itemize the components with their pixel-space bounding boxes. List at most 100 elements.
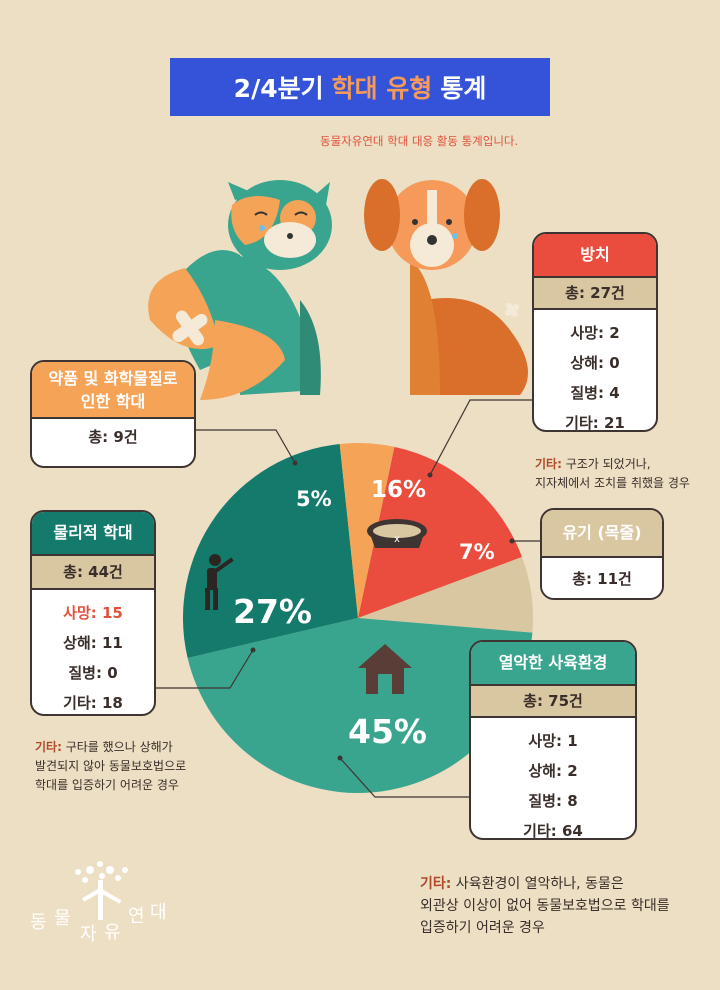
title-post: 통계 [440, 74, 487, 103]
row-value: 15 [101, 604, 123, 622]
row-value: 0 [107, 664, 118, 682]
row-disease: 질병4 [534, 378, 656, 408]
total-label: 총 [63, 563, 88, 581]
note-line3: 학대를 입증하기 어려운 경우 [35, 778, 179, 792]
row-label: 사망 [63, 604, 102, 622]
row-label: 기타 [523, 822, 562, 838]
pct-label-neglect: 16% [371, 477, 427, 503]
title-highlight: 학대 유형 [331, 74, 433, 103]
row-label: 사망 [570, 324, 609, 342]
row-label: 기타 [565, 414, 604, 430]
pie-slice-poor-env [187, 618, 533, 793]
total-value: 44건 [88, 563, 123, 581]
total-label: 총 [523, 692, 548, 710]
organization-logo: 동 물 자 유 연 대 [30, 850, 170, 950]
card-physical-total: 총44건 [32, 554, 154, 590]
row-other: 기타18 [32, 688, 154, 714]
row-label: 질병 [68, 664, 107, 682]
pie-slice-neglect [358, 446, 523, 618]
logo-char: 자 [80, 924, 97, 945]
dog-illustration [364, 179, 528, 395]
note-line1: 기타: 사육환경이 열악하나, 동물은 [420, 873, 670, 895]
card-poor-env-title: 열악한 사육환경 [471, 642, 635, 684]
person-hitting-icon [205, 554, 234, 610]
row-value: 18 [101, 694, 123, 712]
row-other: 기타21 [534, 408, 656, 432]
row-value: 8 [567, 792, 578, 810]
pie-slice-physical [183, 443, 358, 658]
row-death: 사망1 [471, 726, 635, 756]
card-physical-title: 물리적 학대 [32, 512, 154, 554]
note-line2: 지자체에서 조치를 취했을 경우 [535, 476, 690, 490]
pct-label-physical: 27% [233, 592, 312, 631]
row-value: 1 [567, 732, 578, 750]
row-death: 사망15 [32, 598, 154, 628]
note-line2: 외관상 이상이 없어 동물보호법으로 학대를 [420, 898, 670, 914]
card-poor-env-total: 총75건 [471, 684, 635, 718]
row-value: 4 [609, 384, 620, 402]
title-line1: 약품 및 화학물질로 [48, 369, 178, 388]
row-value: 2 [609, 324, 620, 342]
card-physical: 물리적 학대 총44건 사망15 상해11 질병0 기타18 [30, 510, 156, 716]
dog-bowl-icon: x [367, 519, 427, 548]
row-death: 사망2 [534, 318, 656, 348]
pct-label-chemical: 5% [296, 487, 332, 511]
svg-text:x: x [394, 534, 400, 545]
tree-icon [75, 861, 128, 920]
dog-house-icon [358, 644, 412, 694]
logo-char: 연 [128, 906, 145, 927]
note-key: 기타: [420, 876, 452, 892]
logo-char: 물 [54, 908, 71, 929]
note-line3: 입증하기 어려운 경우 [420, 920, 545, 936]
note-text: 사육환경이 열악하나, 동물은 [451, 876, 624, 892]
subtitle: 동물자유연대 학대 대응 활동 통계입니다. [320, 134, 519, 148]
total-value: 27건 [590, 284, 625, 302]
note-neglect: 기타: 구조가 되었거나, 지자체에서 조치를 취했을 경우 [535, 455, 690, 493]
logo-char: 대 [150, 902, 167, 923]
title-banner: 2/4분기 학대 유형 통계 [170, 58, 550, 116]
card-chemical: 약품 및 화학물질로 인한 학대 총9건 [30, 360, 196, 468]
total-value: 11건 [597, 570, 632, 588]
title-line2: 인한 학대 [80, 392, 146, 411]
note-poor-env: 기타: 사육환경이 열악하나, 동물은 외관상 이상이 없어 동물보호법으로 학… [420, 873, 670, 939]
card-abandon: 유기 (목줄) 총11건 [540, 508, 664, 600]
total-label: 총 [572, 570, 597, 588]
row-injury: 상해2 [471, 756, 635, 786]
note-physical: 기타: 구타를 했으나 상해가 발견되지 않아 동물보호법으로 학대를 입증하기… [35, 738, 186, 795]
logo-char: 유 [104, 922, 121, 943]
row-disease: 질병8 [471, 786, 635, 816]
note-line1: 기타: 구조가 되었거나, [535, 455, 690, 474]
row-injury: 상해11 [32, 628, 154, 658]
card-physical-rows: 사망15 상해11 질병0 기타18 [32, 590, 154, 714]
card-poor-env: 열악한 사육환경 총75건 사망1 상해2 질병8 기타64 [469, 640, 637, 840]
card-abandon-title: 유기 (목줄) [542, 510, 662, 556]
row-label: 질병 [528, 792, 567, 810]
card-abandon-total: 총11건 [542, 556, 662, 598]
row-value: 21 [603, 414, 625, 432]
title-pre: 2/4분기 [233, 74, 324, 103]
card-neglect-total: 총27건 [534, 276, 656, 310]
note-key: 기타: [535, 457, 562, 471]
row-injury: 상해0 [534, 348, 656, 378]
row-label: 상해 [570, 354, 609, 372]
total-label: 총 [88, 428, 113, 446]
row-other: 기타64 [471, 816, 635, 840]
row-label: 상해 [528, 762, 567, 780]
card-chemical-total: 총9건 [32, 417, 194, 455]
row-value: 64 [561, 822, 583, 840]
row-value: 11 [101, 634, 123, 652]
row-value: 2 [567, 762, 578, 780]
total-label: 총 [565, 284, 590, 302]
pct-label-poor-env: 45% [348, 712, 427, 751]
card-chemical-title: 약품 및 화학물질로 인한 학대 [32, 362, 194, 417]
row-value: 0 [609, 354, 620, 372]
logo-char: 동 [30, 912, 47, 933]
row-label: 사망 [528, 732, 567, 750]
row-disease: 질병0 [32, 658, 154, 688]
card-poor-env-rows: 사망1 상해2 질병8 기타64 [471, 718, 635, 840]
note-line2: 발견되지 않아 동물보호법으로 [35, 759, 187, 773]
row-label: 상해 [63, 634, 102, 652]
